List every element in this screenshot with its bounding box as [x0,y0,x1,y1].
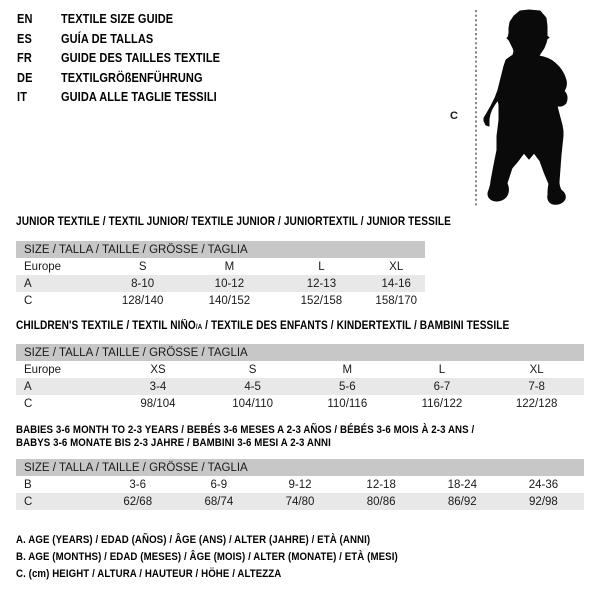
svg-text:C: C [450,110,458,122]
